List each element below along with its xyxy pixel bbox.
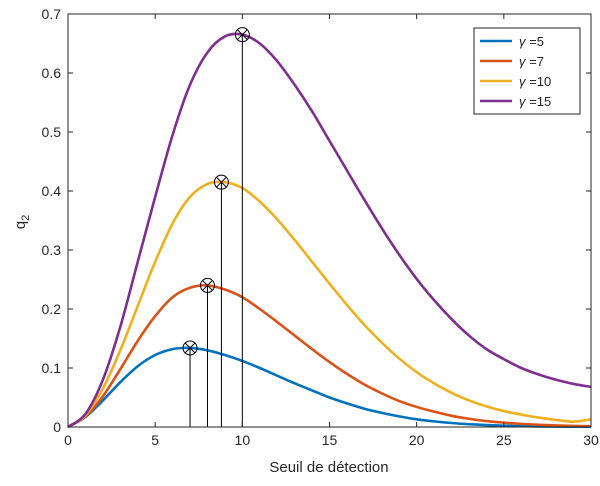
legend-series-name: =7 xyxy=(529,54,544,69)
x-tick-label: 30 xyxy=(583,432,599,448)
legend-series-name: =10 xyxy=(529,74,551,89)
x-tick-label: 0 xyxy=(64,432,72,448)
x-tick-label: 10 xyxy=(235,432,251,448)
peak-marker-circle xyxy=(199,277,215,293)
y-tick-label: 0.1 xyxy=(42,360,62,376)
peak-marker-cross xyxy=(237,29,248,40)
y-axis-label-main: q xyxy=(12,221,29,229)
series-line xyxy=(67,32,592,429)
legend-series-name: =5 xyxy=(529,34,544,49)
peak-marker xyxy=(182,340,198,356)
x-tick-label: 15 xyxy=(322,432,338,448)
legend-box xyxy=(473,27,581,115)
y-tick-label: 0.2 xyxy=(42,301,62,317)
peak-marker xyxy=(213,174,229,190)
peak-marker-circle xyxy=(213,174,229,190)
y-tick-label: 0 xyxy=(53,419,61,435)
y-tick-label: 0.4 xyxy=(42,183,62,199)
y-tick-label: 0.7 xyxy=(42,6,62,22)
y-axis-label: q2 xyxy=(12,215,32,229)
legend-gamma-symbol: γ xyxy=(519,74,529,89)
y-tick-label: 0.6 xyxy=(42,65,62,81)
x-tick-label: 5 xyxy=(151,432,159,448)
peak-marker-circle xyxy=(234,27,250,43)
peak-marker-cross xyxy=(184,342,196,354)
x-tick-label: 25 xyxy=(496,432,512,448)
legend-entry: γ =5 xyxy=(519,34,544,49)
peak-marker xyxy=(199,277,215,293)
x-tick-label: 20 xyxy=(409,432,425,448)
legend-gamma-symbol: γ xyxy=(519,54,529,69)
legend: γ =5γ =7γ =10γ =15 xyxy=(473,27,581,115)
y-axis-label-sub: 2 xyxy=(20,215,32,221)
peak-marker xyxy=(234,27,250,43)
legend-gamma-symbol: γ xyxy=(519,34,529,49)
legend-series-name: =15 xyxy=(529,94,551,109)
legend-entry: γ =10 xyxy=(519,74,551,89)
peak-marker-cross xyxy=(216,176,227,188)
legend-entry: γ =15 xyxy=(519,94,551,109)
legend-gamma-symbol: γ xyxy=(519,94,529,109)
x-axis-label: Seuil de détection xyxy=(269,459,388,476)
peak-marker-circle xyxy=(182,340,198,356)
y-tick-label: 0.5 xyxy=(42,124,62,140)
legend-entry: γ =7 xyxy=(519,54,544,69)
series-line xyxy=(67,180,592,429)
y-tick-label: 0.3 xyxy=(42,242,62,258)
peak-marker-cross xyxy=(202,280,213,291)
